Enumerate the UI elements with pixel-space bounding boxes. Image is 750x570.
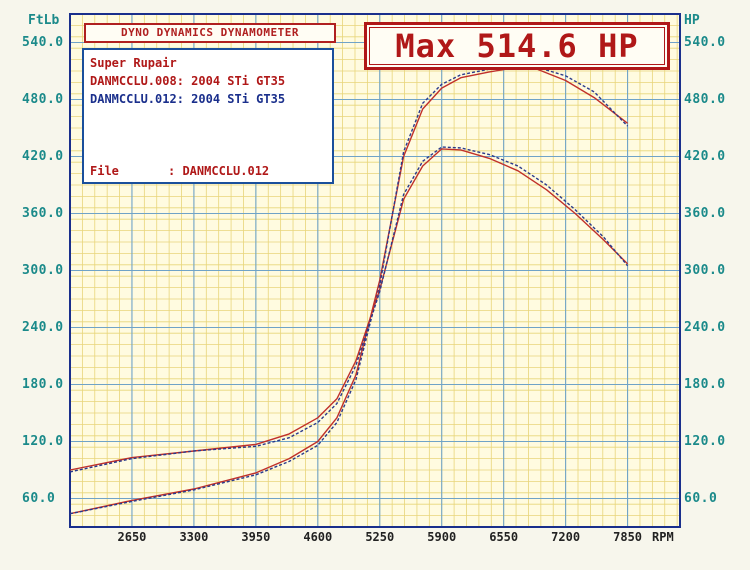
y-right-unit-label: HP (684, 13, 700, 28)
legend-customer: Super Rupair (90, 56, 177, 70)
max-hp-readout: Max 514.6 HP (395, 27, 639, 65)
y-right-tick-label: 540.0 (684, 34, 726, 50)
file-label: File (90, 164, 119, 178)
x-tick-label: 4600 (303, 530, 333, 544)
y-left-tick-label: 300.0 (22, 262, 64, 278)
x-tick-label: 2650 (117, 530, 147, 544)
y-right-tick-label: 60.0 (684, 490, 718, 506)
y-left-tick-label: 420.0 (22, 148, 64, 164)
y-right-tick-label: 420.0 (684, 148, 726, 164)
x-tick-label: 7850 (613, 530, 643, 544)
y-left-tick-label: 240.0 (22, 319, 64, 335)
x-tick-label: 7200 (551, 530, 581, 544)
plot-frame (69, 13, 681, 528)
x-tick-label: 6550 (489, 530, 519, 544)
y-left-tick-label: 480.0 (22, 91, 64, 107)
x-tick-label: 5900 (427, 530, 457, 544)
y-left-tick-label: 360.0 (22, 205, 64, 221)
legend-file-row: File : DANMCCLU.012 (90, 164, 269, 178)
x-tick-label: 3950 (241, 530, 271, 544)
max-hp-box: Max 514.6 HP (364, 22, 670, 70)
legend-run-2: DANMCCLU.012: 2004 STi GT35 (90, 92, 286, 106)
y-left-tick-label: 180.0 (22, 376, 64, 392)
series-line-torque-run-1 (69, 148, 629, 471)
y-left-tick-label: 60.0 (22, 490, 56, 506)
y-right-tick-label: 180.0 (684, 376, 726, 392)
x-tick-label: 3300 (179, 530, 209, 544)
file-value: : DANMCCLU.012 (168, 164, 270, 178)
y-right-tick-label: 480.0 (684, 91, 726, 107)
y-left-tick-label: 540.0 (22, 34, 64, 50)
y-left-tick-label: 120.0 (22, 433, 64, 449)
y-right-tick-label: 360.0 (684, 205, 726, 221)
y-right-tick-label: 300.0 (684, 262, 726, 278)
y-right-tick-label: 240.0 (684, 319, 726, 335)
x-tick-label: 5250 (365, 530, 395, 544)
legend-box: Super Rupair DANMCCLU.008: 2004 STi GT35… (82, 48, 334, 184)
y-left-unit-label: FtLb (28, 13, 60, 28)
dyno-title: DYNO DYNAMICS DYNAMOMETER (120, 26, 300, 39)
x-unit-label: RPM (652, 530, 674, 544)
dyno-title-box: DYNO DYNAMICS DYNAMOMETER (84, 23, 336, 43)
y-right-tick-label: 120.0 (684, 433, 726, 449)
series-line-torque-run-2 (69, 146, 629, 473)
legend-run-1: DANMCCLU.008: 2004 STi GT35 (90, 74, 286, 88)
